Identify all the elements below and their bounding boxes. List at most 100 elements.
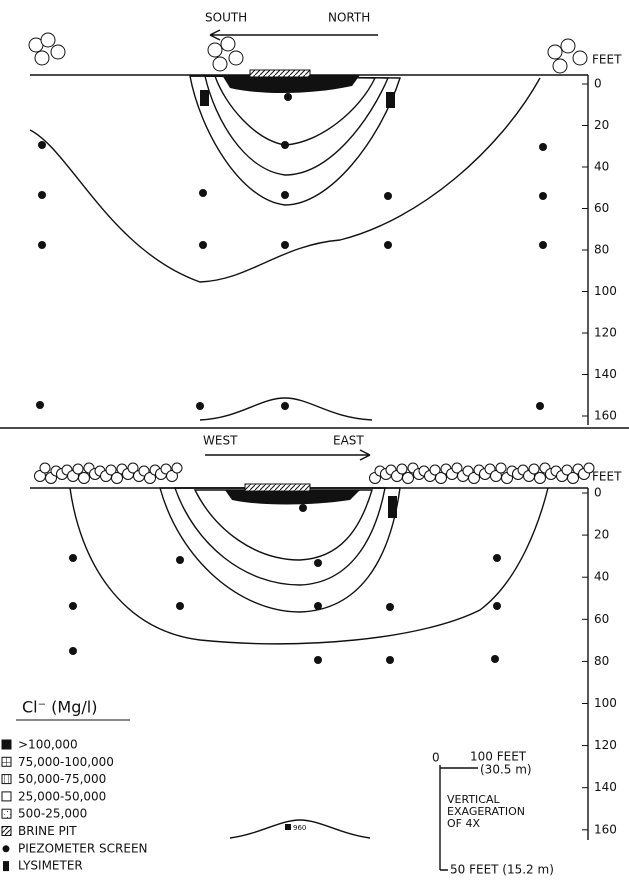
shrub	[495, 462, 507, 474]
lysimeter	[200, 90, 209, 106]
trees	[28, 32, 588, 74]
legend-label: 500-25,000	[18, 807, 87, 821]
zone-over-100000	[222, 75, 360, 94]
top-section: SOUTH NORTH FEET 0 20 40 60 80 100 120 140 160	[28, 11, 622, 425]
depth-label: 100	[594, 284, 617, 298]
shrub	[528, 463, 540, 475]
zone-500-25000	[159, 487, 401, 613]
depth-label: 0	[594, 77, 602, 91]
contour-outer	[69, 487, 549, 645]
piezometers	[69, 504, 501, 664]
shrub	[583, 462, 595, 474]
scale-note: OF 4X	[447, 817, 480, 830]
arrow	[205, 449, 371, 461]
scale-bar: 0 100 FEET (30.5 m) VERTICAL EXAGERATION…	[432, 750, 554, 877]
legend-label: 50,000-75,000	[18, 772, 106, 786]
shrub	[111, 472, 123, 484]
depth-label: 60	[594, 612, 609, 626]
legend-label: PIEZOMETER SCREEN	[18, 841, 148, 855]
zone-25000-50000	[204, 75, 390, 176]
direction-left: WEST	[203, 434, 238, 448]
direction-right: EAST	[333, 434, 364, 448]
legend-label: BRINE PIT	[18, 824, 77, 838]
trees	[34, 462, 595, 484]
legend-swatch	[1, 739, 12, 750]
piezometers	[36, 93, 547, 410]
legend-label: 25,000-50,000	[18, 789, 106, 803]
shrub	[78, 472, 90, 484]
shrub	[105, 464, 117, 476]
depth-unit: FEET	[592, 53, 622, 67]
shrub	[171, 462, 183, 474]
scale-vertical: 50 FEET (15.2 m)	[450, 863, 554, 877]
scale-lines	[439, 765, 478, 871]
brine-pit	[244, 483, 311, 492]
shrub	[435, 472, 447, 484]
depth-label: 40	[594, 570, 609, 584]
legend-swatch	[1, 808, 12, 819]
shrub	[402, 472, 414, 484]
depth-label: 140	[594, 367, 617, 381]
legend-swatch	[1, 774, 12, 785]
depth-unit: FEET	[592, 470, 622, 484]
depth-label: 20	[594, 528, 609, 542]
depth-label: 60	[594, 201, 609, 215]
zone-75000-100000	[193, 489, 373, 561]
depth-label: 120	[594, 738, 617, 752]
shrub	[567, 472, 579, 484]
zone-25000-50000	[174, 487, 386, 586]
mound	[229, 819, 371, 839]
shrub	[127, 462, 139, 474]
depth-label: 20	[594, 118, 609, 132]
depth-label: 100	[594, 696, 617, 710]
arrow	[209, 29, 378, 41]
shrub	[166, 470, 178, 482]
depth-label: 160	[594, 409, 617, 423]
legend-swatch	[1, 756, 12, 767]
depth-ticks: 0 20 40 60 80 100 120 140 160	[582, 77, 617, 423]
legend: Cl⁻ (Mg/l) >100,000 75,000-100,000 50,000-…	[1, 698, 148, 873]
scale-note: VERTICAL	[447, 793, 500, 806]
shrub	[396, 463, 408, 475]
depth-label: 40	[594, 160, 609, 174]
depth-label: 160	[594, 822, 617, 836]
scale-note: EXAGERATION	[447, 805, 525, 818]
mound-label: 960	[293, 824, 306, 832]
brine-pit	[249, 69, 311, 78]
depth-label: 140	[594, 780, 617, 794]
shrub	[144, 472, 156, 484]
legend-swatch	[2, 845, 10, 853]
depth-label: 0	[594, 486, 602, 500]
lysimeter	[388, 496, 397, 518]
legend-label: 75,000-100,000	[18, 755, 114, 769]
depth-label: 80	[594, 654, 609, 668]
scale-horizontal: 100 FEET	[470, 750, 527, 764]
lysimeter	[386, 92, 395, 108]
contour-outer	[29, 77, 541, 283]
shrub	[534, 472, 546, 484]
shrub	[468, 472, 480, 484]
depth-label: 80	[594, 243, 609, 257]
direction-left: SOUTH	[205, 11, 247, 25]
shrub	[451, 462, 463, 474]
zone-over-100000	[225, 490, 360, 505]
legend-label: LYSIMETER	[18, 859, 83, 873]
scale-zero: 0	[432, 751, 440, 765]
mound	[199, 397, 373, 421]
legend-swatch	[1, 826, 12, 836]
shrub	[39, 462, 51, 474]
legend-label: >100,000	[18, 738, 78, 752]
scale-horizontal-metric: (30.5 m)	[480, 763, 532, 777]
bottom-section: WEST EAST 960 FEET 0 20 40 60 80 100 120 140 160	[30, 434, 622, 840]
shrub	[429, 464, 441, 476]
lysimeter	[285, 824, 291, 830]
legend-swatch	[3, 861, 9, 872]
depth-label: 120	[594, 326, 617, 340]
legend-swatch	[1, 791, 12, 802]
shrub	[561, 464, 573, 476]
legend-title: Cl⁻ (Mg/l)	[22, 698, 97, 717]
depth-ticks: 0 20 40 60 80 100 120 140 160	[582, 486, 617, 836]
shrub	[72, 463, 84, 475]
direction-right: NORTH	[328, 11, 370, 25]
